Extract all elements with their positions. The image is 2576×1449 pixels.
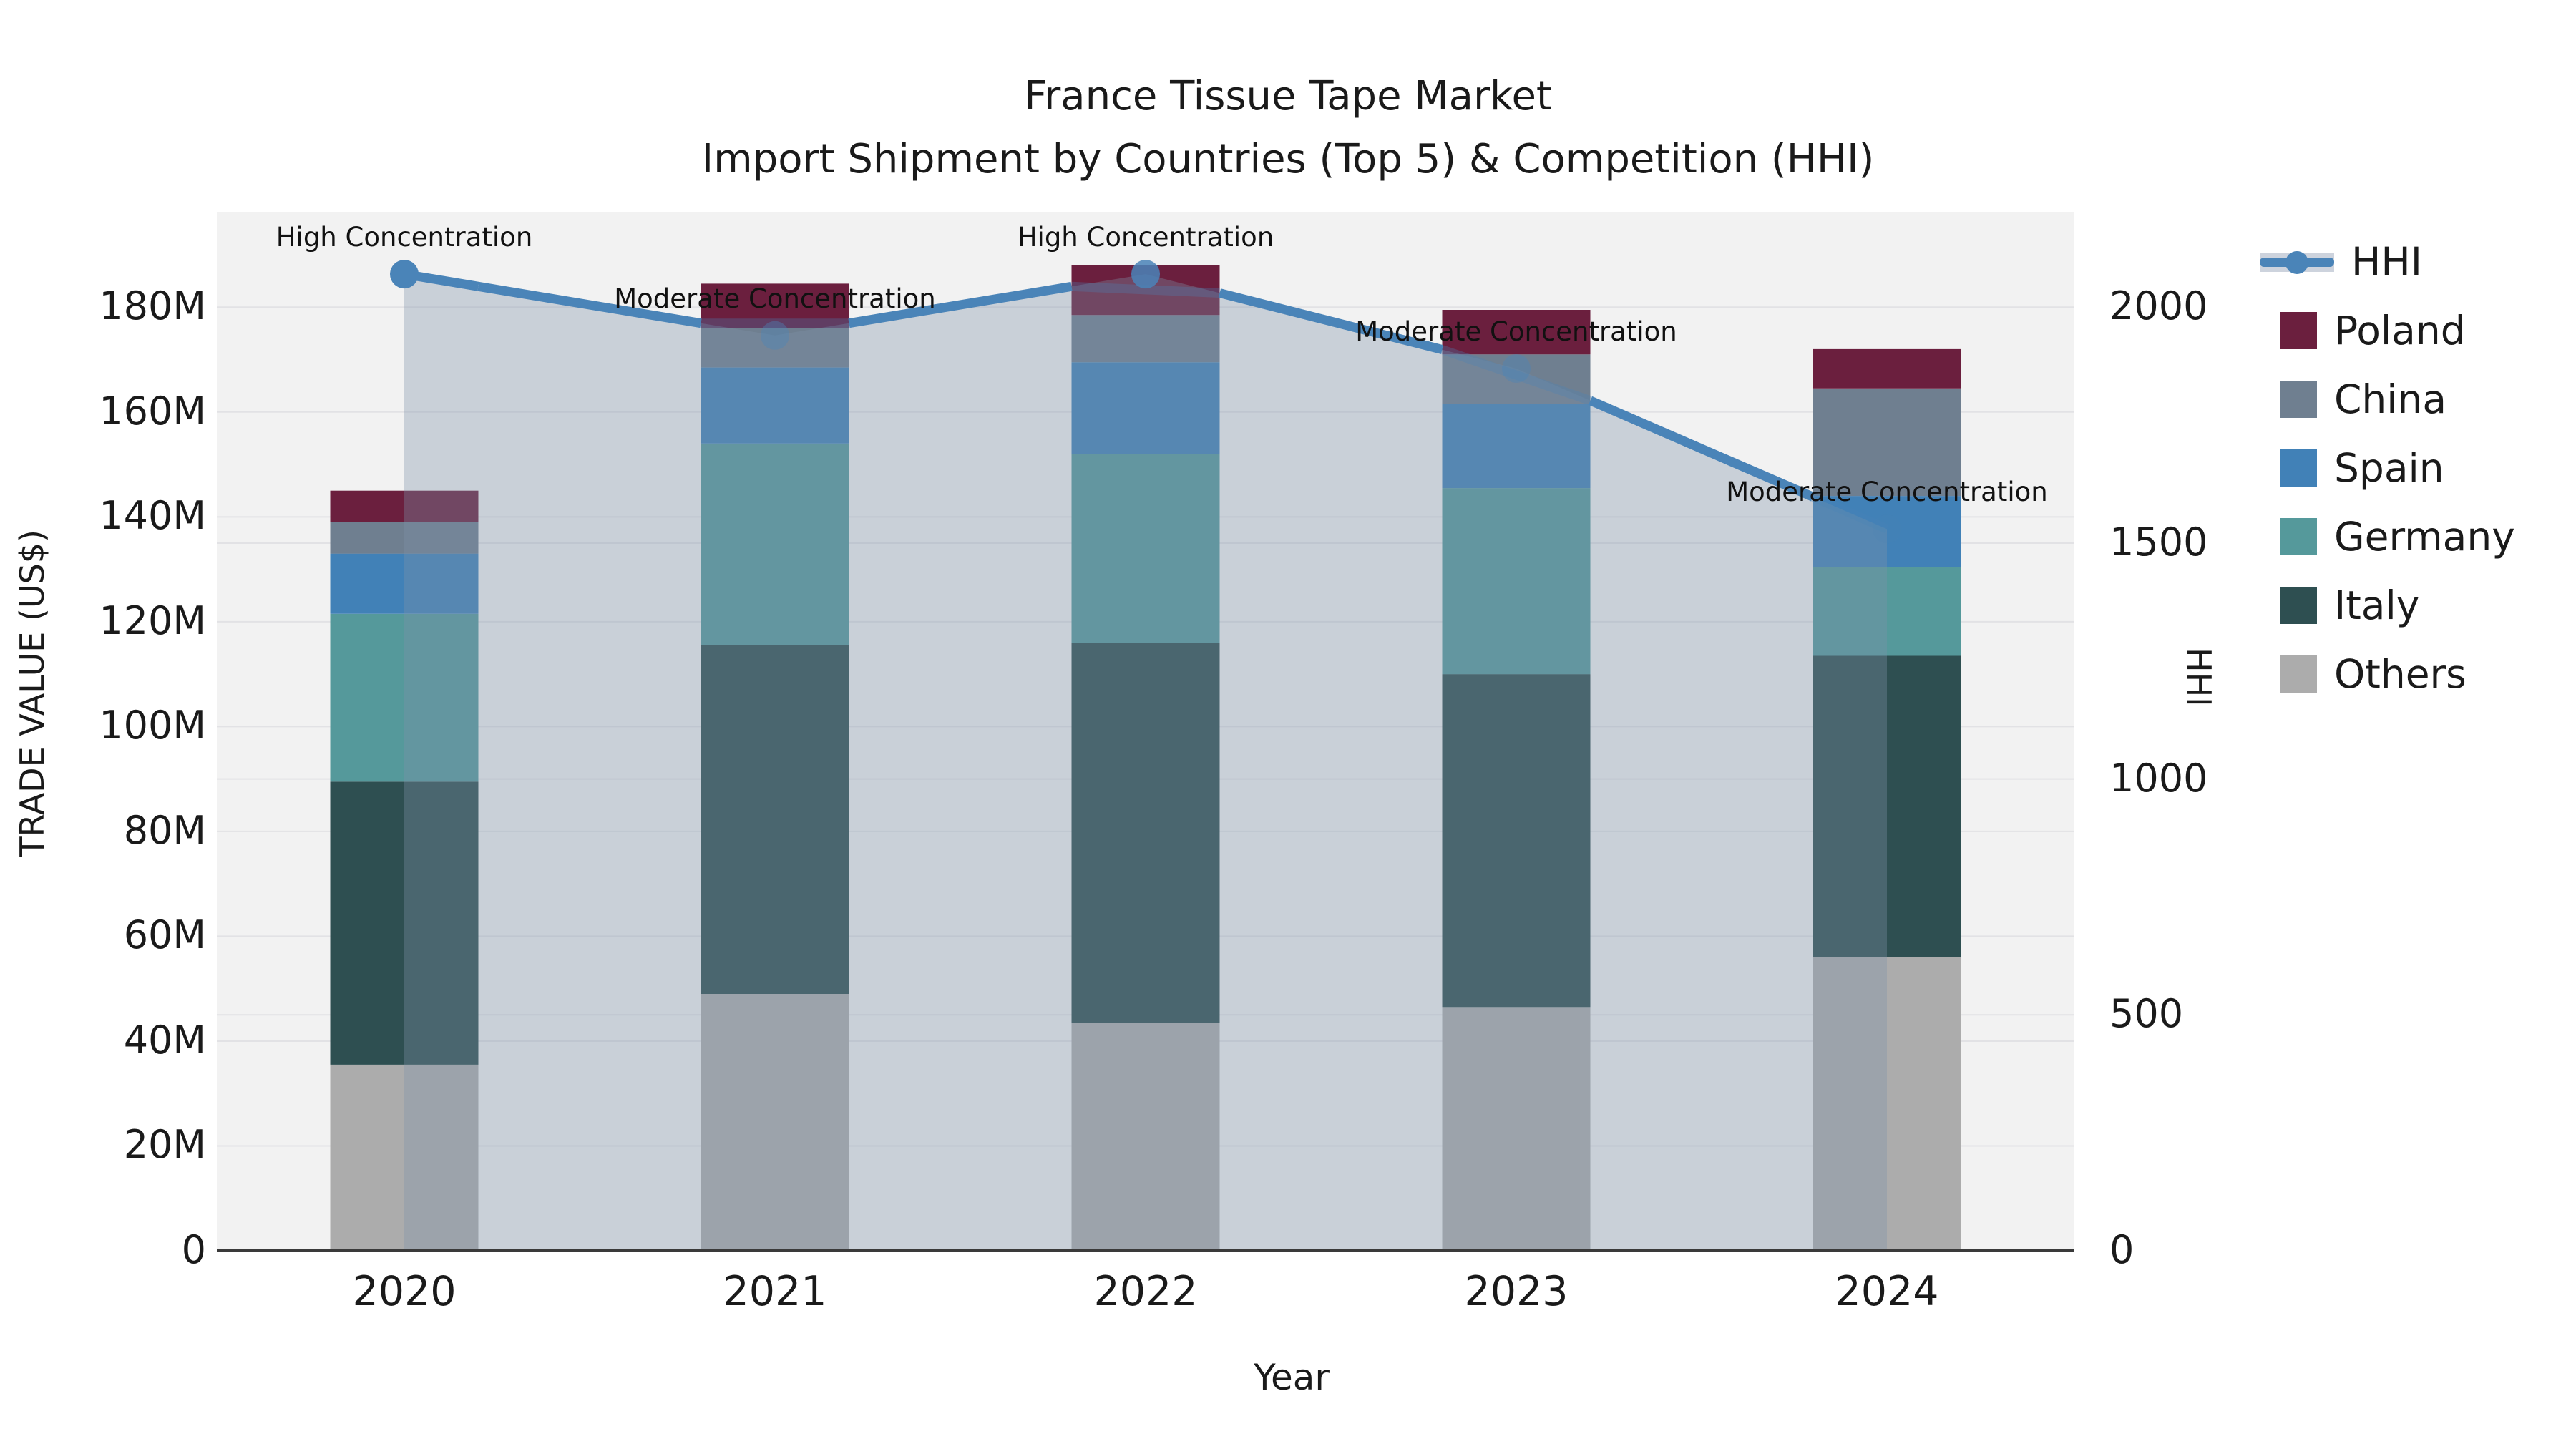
- legend-swatch-icon: [2280, 381, 2317, 418]
- left-tick-label: 20M: [123, 1122, 206, 1168]
- annotation-label: Moderate Concentration: [1726, 477, 2048, 508]
- legend-item-spain: Spain: [2260, 434, 2515, 502]
- chart-rect: [1442, 354, 1591, 404]
- legend-swatch-icon: [2280, 449, 2317, 487]
- legend-item-germany: Germany: [2260, 502, 2515, 571]
- chart-rect: [1071, 454, 1220, 643]
- legend-swatch-icon: [2280, 518, 2317, 555]
- x-tick-label: 2021: [723, 1268, 827, 1315]
- chart-rect: [1071, 643, 1220, 1023]
- legend-item-others: Others: [2260, 640, 2515, 708]
- hhi-area-fill: [404, 274, 1887, 1252]
- chart-rect: [701, 443, 849, 645]
- chart-line: [477, 281, 702, 328]
- hhi-marker: [1502, 354, 1531, 383]
- chart-rect: [330, 490, 479, 522]
- legend-label: China: [2334, 376, 2447, 422]
- chart-rect: [1071, 315, 1220, 363]
- legend-item-hhi: HHI: [2260, 228, 2515, 296]
- hhi-marker: [1873, 514, 1901, 544]
- legend-label: Poland: [2334, 308, 2466, 353]
- chart-line: [1588, 396, 1815, 502]
- chart-rect: [701, 645, 849, 994]
- legend-item-poland: Poland: [2260, 296, 2515, 365]
- left-tick-label: 40M: [123, 1017, 206, 1063]
- chart-line: [1071, 281, 1220, 298]
- chart-line: [1810, 492, 1889, 534]
- legend-label: Spain: [2334, 445, 2444, 491]
- chart-rect: [701, 994, 849, 1251]
- hhi-marker: [761, 321, 789, 350]
- x-tick-label: 2022: [1093, 1268, 1198, 1315]
- annotation-label: High Concentration: [1017, 222, 1274, 253]
- chart-rect: [1813, 567, 1961, 656]
- annotation-label: Moderate Concentration: [1355, 316, 1677, 347]
- right-tick-label: 0: [2109, 1227, 2135, 1272]
- left-tick-label: 140M: [99, 493, 206, 539]
- chart-title-line1: France Tissue Tape Market: [1024, 73, 1552, 119]
- right-axis-title: HHI: [2180, 648, 2218, 707]
- chart-rect: [1813, 957, 1961, 1251]
- right-tick-label: 2000: [2109, 283, 2208, 329]
- chart-rect: [1813, 348, 1961, 389]
- legend: HHI Poland China Spain Germany Italy Others: [2260, 228, 2515, 708]
- left-tick-label: 180M: [99, 283, 206, 329]
- x-tick-label: 2023: [1464, 1268, 1568, 1315]
- legend-label: Italy: [2334, 582, 2420, 628]
- left-tick-label: 80M: [123, 807, 206, 853]
- legend-swatch-icon: [2280, 312, 2317, 349]
- left-tick-label: 60M: [123, 912, 206, 958]
- x-tick-label: 2020: [352, 1268, 457, 1315]
- hhi-line-icon: [2260, 243, 2334, 280]
- chart-rect: [701, 367, 849, 444]
- hhi-marker: [390, 260, 419, 289]
- legend-item-china: China: [2260, 365, 2515, 434]
- chart-line: [1440, 345, 1592, 405]
- chart-line: [848, 281, 1073, 328]
- x-axis-title: Year: [1254, 1357, 1330, 1398]
- legend-item-italy: Italy: [2260, 571, 2515, 640]
- left-tick-label: 100M: [99, 703, 206, 748]
- legend-swatch-icon: [2280, 587, 2317, 624]
- left-tick-label: 160M: [99, 388, 206, 434]
- chart-rect: [1813, 496, 1961, 567]
- hhi-marker: [1131, 260, 1160, 289]
- chart-rect: [330, 522, 479, 554]
- right-tick-label: 1000: [2109, 755, 2208, 801]
- chart-rect: [330, 553, 479, 614]
- right-tick-label: 1500: [2109, 519, 2208, 565]
- chart-rect: [1442, 488, 1591, 675]
- chart-rect: [1442, 404, 1591, 489]
- legend-label: HHI: [2351, 239, 2422, 285]
- legend-swatch-icon: [2280, 655, 2317, 693]
- chart-rect: [1071, 1023, 1220, 1251]
- chart-title-line2: Import Shipment by Countries (Top 5) & C…: [701, 136, 1875, 182]
- chart-rect: [330, 1064, 479, 1251]
- chart-rect: [1442, 674, 1591, 1008]
- chart-rect: [1442, 1007, 1591, 1251]
- chart-rect: [330, 613, 479, 782]
- left-tick-label: 120M: [99, 597, 206, 643]
- right-tick-label: 500: [2109, 991, 2184, 1037]
- chart-rect: [330, 781, 479, 1065]
- legend-label: Others: [2334, 651, 2467, 697]
- annotation-label: High Concentration: [275, 222, 533, 253]
- chart-rect: [1813, 655, 1961, 957]
- chart-rect: [701, 283, 849, 328]
- chart-rect: [1813, 388, 1961, 497]
- chart-rect: [701, 328, 849, 368]
- chart-line: [1218, 288, 1444, 354]
- left-tick-label: 0: [181, 1227, 206, 1272]
- x-tick-label: 2024: [1835, 1268, 1939, 1315]
- legend-label: Germany: [2334, 514, 2515, 560]
- chart-rect: [1442, 310, 1591, 355]
- chart-rect: [1071, 362, 1220, 454]
- annotation-label: Moderate Concentration: [614, 283, 936, 314]
